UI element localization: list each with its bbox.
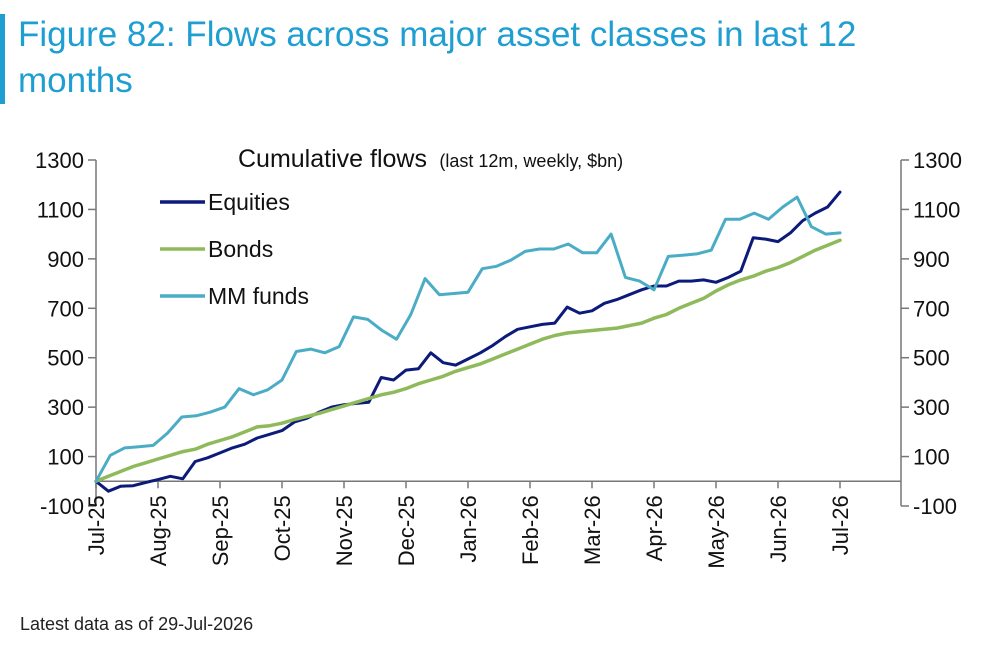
series-line-equities <box>94 190 842 493</box>
series-line-bonds <box>94 238 842 484</box>
legend-label-bonds: Bonds <box>208 236 273 262</box>
x-tick-label: Sep-25 <box>208 495 233 566</box>
chart-series <box>94 190 842 493</box>
legend-label-equities: Equities <box>208 189 290 215</box>
chart-legend: Equities Bonds MM funds <box>160 189 309 309</box>
x-tick-label: Apr-26 <box>642 495 667 561</box>
x-tick-label: May-26 <box>704 495 729 568</box>
left-y-tick-label: -100 <box>40 494 84 519</box>
x-tick-label: Oct-25 <box>270 495 295 561</box>
x-tick-label: Feb-26 <box>518 495 543 565</box>
chart-title: Cumulative flows (last 12m, weekly, $bn) <box>238 145 623 173</box>
left-y-tick-label: 700 <box>47 296 84 321</box>
left-y-tick-label: 500 <box>47 346 84 371</box>
left-y-tick-label: 300 <box>47 395 84 420</box>
x-tick-label: Nov-25 <box>332 495 357 566</box>
right-y-tick-label: 1300 <box>913 148 962 173</box>
x-tick-label: Jul-26 <box>828 495 853 555</box>
right-y-tick-label: 100 <box>913 445 950 470</box>
left-y-tick-label: 1100 <box>37 197 84 222</box>
x-tick-label: Aug-25 <box>146 495 171 566</box>
right-y-tick-label: 900 <box>913 247 950 272</box>
right-y-tick-label: 1100 <box>913 197 960 222</box>
chart-title-main: Cumulative flows <box>238 145 427 173</box>
figure-title: Figure 82: Flows across major asset clas… <box>18 15 857 100</box>
left-y-tick-label: 100 <box>47 445 84 470</box>
right-y-tick-label: 700 <box>913 296 950 321</box>
x-tick-label: Jan-26 <box>456 495 481 562</box>
right-y-tick-label: 300 <box>913 395 950 420</box>
x-tick-label: Mar-26 <box>580 495 605 565</box>
x-tick-label: Jul-25 <box>84 495 109 555</box>
left-y-tick-label: 900 <box>47 247 84 272</box>
x-tick-label: Jun-26 <box>766 495 791 562</box>
footnote: Latest data as of 29-Jul-2026 <box>20 614 254 634</box>
x-tick-label: Dec-25 <box>394 495 419 566</box>
right-y-tick-label: -100 <box>913 494 957 519</box>
series-line-mm-funds <box>94 195 842 483</box>
chart-title-subtitle: (last 12m, weekly, $bn) <box>439 151 623 171</box>
title-accent-bar <box>0 14 5 104</box>
chart-axes: -100 -100 100 100 300 300 500 500 700 700 900 900 11… <box>35 148 962 569</box>
legend-label-mm-funds: MM funds <box>208 283 309 309</box>
left-y-tick-label: 1300 <box>35 148 84 173</box>
right-y-tick-label: 500 <box>913 346 950 371</box>
